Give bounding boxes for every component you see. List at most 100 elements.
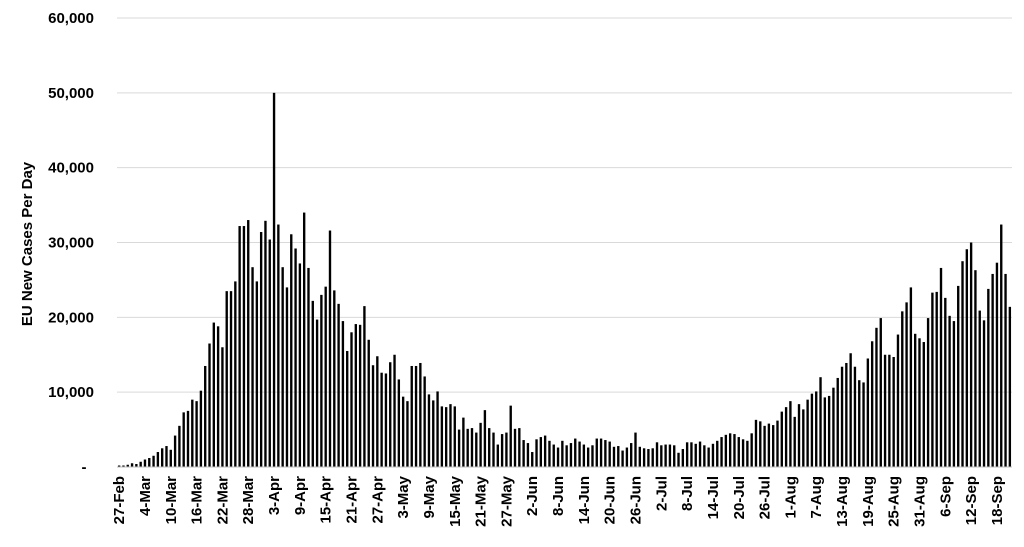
bar — [466, 428, 469, 467]
x-tick-label: 27-Apr — [369, 476, 386, 524]
x-tick-label: 7-Aug — [808, 476, 825, 519]
bar — [995, 262, 999, 467]
bar — [1004, 273, 1007, 467]
y-tick-label: 60,000 — [48, 10, 94, 27]
bar — [599, 438, 603, 467]
bar — [776, 420, 779, 467]
bar — [948, 315, 951, 467]
bar — [724, 434, 728, 467]
bar — [208, 343, 211, 467]
bar — [875, 327, 878, 467]
y-tick-label: - — [82, 459, 87, 476]
x-tick-label: 9-May — [421, 475, 438, 518]
bar — [367, 339, 370, 467]
x-tick-label: 27-Feb — [111, 476, 128, 524]
bar — [204, 365, 207, 467]
bar — [518, 428, 521, 467]
bar — [595, 438, 598, 467]
bar — [130, 463, 134, 467]
y-axis-ticks: - 10,000 20,000 30,000 40,000 50,000 60,000 — [48, 10, 94, 476]
bar — [961, 261, 964, 467]
bar — [574, 438, 577, 467]
bar — [238, 226, 241, 467]
bar — [290, 234, 293, 467]
bar — [173, 435, 177, 467]
bar — [552, 444, 555, 467]
bar — [513, 428, 517, 467]
bar — [763, 425, 766, 467]
bar — [978, 310, 981, 467]
bar — [965, 249, 969, 467]
bar — [268, 239, 271, 467]
x-tick-label: 13-Aug — [834, 476, 851, 527]
bar — [582, 444, 586, 467]
bar — [522, 440, 525, 467]
y-axis-title: EU New Cases Per Day — [19, 161, 36, 326]
bar — [234, 281, 237, 467]
bar — [991, 273, 994, 467]
x-tick-label: 14-Jun — [576, 476, 593, 524]
bar — [1008, 306, 1012, 467]
bar — [750, 433, 753, 467]
x-tick-label: 9-Apr — [292, 476, 309, 515]
bar — [694, 443, 697, 467]
bar — [642, 448, 646, 467]
bar — [879, 318, 882, 467]
bar — [505, 432, 508, 467]
bar — [302, 212, 306, 467]
bar — [186, 410, 190, 468]
gridlines — [117, 17, 1012, 393]
bar — [251, 267, 254, 467]
bar — [703, 445, 706, 467]
bar — [320, 294, 323, 467]
bar — [892, 357, 895, 467]
bar — [423, 376, 426, 467]
bar — [436, 391, 439, 467]
bar — [625, 447, 629, 467]
bar — [389, 362, 392, 467]
x-tick-label: 12-Sep — [963, 476, 980, 525]
x-tick-label: 31-Aug — [911, 476, 928, 527]
bar — [832, 387, 835, 467]
bar — [156, 452, 160, 467]
x-tick-label: 3-Apr — [266, 476, 283, 515]
x-tick-label: 22-Mar — [214, 476, 231, 525]
bar — [728, 433, 732, 467]
bar — [802, 409, 805, 467]
bar — [526, 443, 530, 467]
bar — [858, 380, 861, 467]
bar — [470, 428, 474, 467]
bar — [298, 263, 302, 467]
x-tick-label: 15-Apr — [318, 476, 335, 524]
bar — [496, 444, 499, 467]
bar — [337, 303, 340, 467]
bar — [681, 449, 685, 467]
bar — [823, 397, 827, 467]
bar — [393, 354, 396, 467]
bar — [810, 393, 814, 467]
bar — [401, 396, 405, 467]
bar — [789, 401, 792, 467]
x-tick-label: 16-Mar — [189, 476, 206, 525]
bar — [539, 437, 543, 467]
bar — [165, 446, 168, 467]
bar — [535, 439, 538, 467]
bar — [294, 248, 297, 467]
bar — [931, 292, 934, 467]
x-tick-label: 14-Jul — [705, 476, 722, 519]
x-tick-label: 20-Jul — [731, 476, 748, 519]
bar — [638, 446, 641, 467]
bar — [191, 399, 194, 467]
y-tick-label: 20,000 — [48, 309, 94, 326]
bar — [311, 300, 314, 467]
bar — [161, 448, 164, 467]
bar — [896, 334, 900, 467]
bar — [741, 439, 745, 467]
bar — [152, 455, 155, 467]
bar — [178, 425, 181, 467]
bar — [987, 288, 990, 467]
x-tick-label: 18-Sep — [989, 476, 1006, 525]
bar — [685, 442, 689, 467]
